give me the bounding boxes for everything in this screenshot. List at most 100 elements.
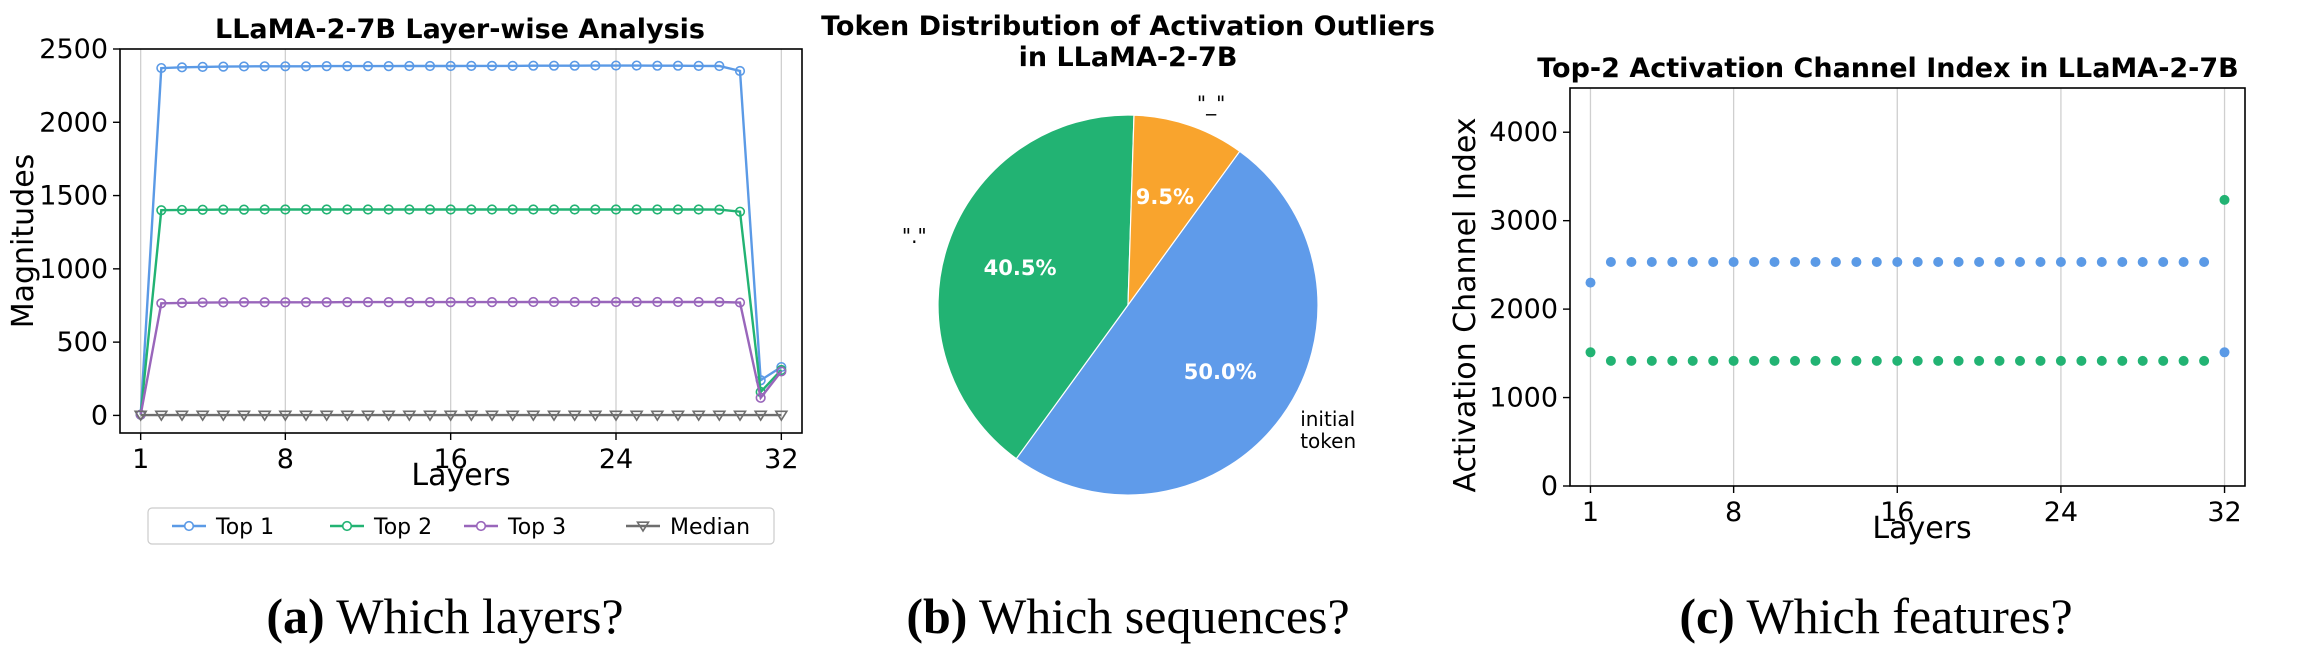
data-point (466, 204, 477, 215)
y-tick-label: 1000 (39, 254, 108, 285)
data-point (361, 410, 375, 422)
data-point (362, 204, 374, 215)
scatter-point (1830, 257, 1841, 267)
chart-c-x-label: Layers (1872, 511, 1971, 546)
data-point (218, 61, 229, 72)
panel-b-pie-chart: Token Distribution of Activation Outlier… (821, 11, 1435, 496)
scatter-point (2137, 355, 2148, 366)
data-point (362, 297, 374, 308)
data-point (238, 61, 250, 72)
data-point (321, 204, 332, 215)
data-point (383, 297, 394, 308)
chart-c-grid (1589, 88, 2226, 486)
y-tick-label: 4000 (1489, 117, 1558, 148)
scatter-point (1994, 257, 2005, 267)
data-point (238, 297, 250, 308)
data-point (486, 204, 498, 215)
data-point (590, 204, 601, 215)
pie-slice-0 (1015, 150, 1319, 496)
data-point (733, 410, 747, 422)
caption-a-text: Which layers? (325, 588, 624, 644)
scatter-point (1830, 355, 1841, 366)
scatter-point (1810, 355, 1821, 366)
scatter-point (1933, 257, 1944, 267)
data-point (610, 60, 622, 71)
data-point (156, 62, 167, 74)
scatter-point (1626, 355, 1637, 366)
scatter-point (1769, 355, 1780, 366)
scatter-point (2117, 257, 2128, 267)
pie-category-label: "_" (1197, 92, 1225, 116)
data-point (486, 297, 498, 308)
data-point (321, 61, 332, 72)
y-tick-label: 500 (56, 327, 108, 358)
data-point (693, 204, 704, 215)
scatter-point (1708, 257, 1719, 267)
scatter-point (1687, 355, 1698, 366)
scatter-point (1605, 257, 1616, 267)
data-point (547, 410, 561, 422)
data-point (548, 204, 560, 215)
data-point (753, 410, 768, 422)
data-point (507, 60, 518, 71)
scatter-point (1994, 355, 2005, 366)
data-point (156, 298, 167, 309)
y-tick-label: 1000 (1489, 383, 1558, 414)
scatter-point (1769, 257, 1780, 267)
scatter-point (1667, 257, 1678, 267)
caption-c-letter: (c) (1679, 588, 1735, 644)
data-point (197, 297, 208, 308)
chart-c-frame (1569, 87, 2246, 487)
data-point (176, 297, 188, 308)
y-tick-label: 2000 (39, 107, 108, 138)
scatter-point (1646, 355, 1657, 366)
scatter-point (2137, 257, 2148, 267)
data-point (734, 206, 746, 217)
data-point (319, 410, 334, 422)
data-point (237, 410, 251, 422)
legend-label: Top 1 (215, 515, 274, 540)
data-point (734, 297, 746, 308)
data-point (548, 296, 560, 308)
data-point (652, 204, 663, 215)
data-point (569, 60, 580, 71)
data-point (257, 410, 272, 422)
chart-c-series (1585, 194, 2230, 366)
scatter-point (1810, 257, 1821, 267)
data-point (528, 204, 539, 215)
data-point (631, 296, 642, 308)
data-point (672, 296, 684, 308)
data-point (528, 60, 539, 71)
pie-percent-label: 50.0% (1184, 360, 1257, 384)
data-point (342, 61, 353, 72)
scatter-point (2096, 257, 2107, 267)
x-tick-label: 24 (2044, 497, 2078, 528)
chart-b-title-line2: in LLaMA-2-7B (1019, 42, 1238, 73)
data-point (590, 296, 601, 308)
scatter-point (2219, 194, 2230, 205)
pie-slice-2 (1127, 114, 1241, 307)
data-point (133, 410, 148, 422)
data-point (443, 410, 458, 422)
data-point (672, 204, 684, 215)
data-point (609, 410, 623, 422)
scatter-point (1708, 355, 1719, 366)
data-point (652, 296, 663, 308)
scatter-point (2219, 347, 2230, 358)
data-point (300, 297, 312, 308)
data-point (528, 296, 539, 308)
data-point (714, 204, 725, 215)
pie-slices (937, 114, 1319, 496)
caption-a-letter: (a) (266, 588, 324, 644)
pie-percent-label: 9.5% (1136, 185, 1194, 209)
data-point (548, 60, 560, 71)
data-point (321, 297, 332, 308)
scatter-point (1667, 355, 1678, 366)
chart-a-y-ticks: 0 500 1000 1500 2000 2500 (39, 34, 120, 431)
chart-c-x-ticks: 1 8 16 24 32 (1582, 486, 2242, 528)
data-point (175, 410, 189, 422)
data-point (342, 204, 353, 215)
data-point (712, 410, 727, 422)
scatter-point (2199, 355, 2210, 366)
